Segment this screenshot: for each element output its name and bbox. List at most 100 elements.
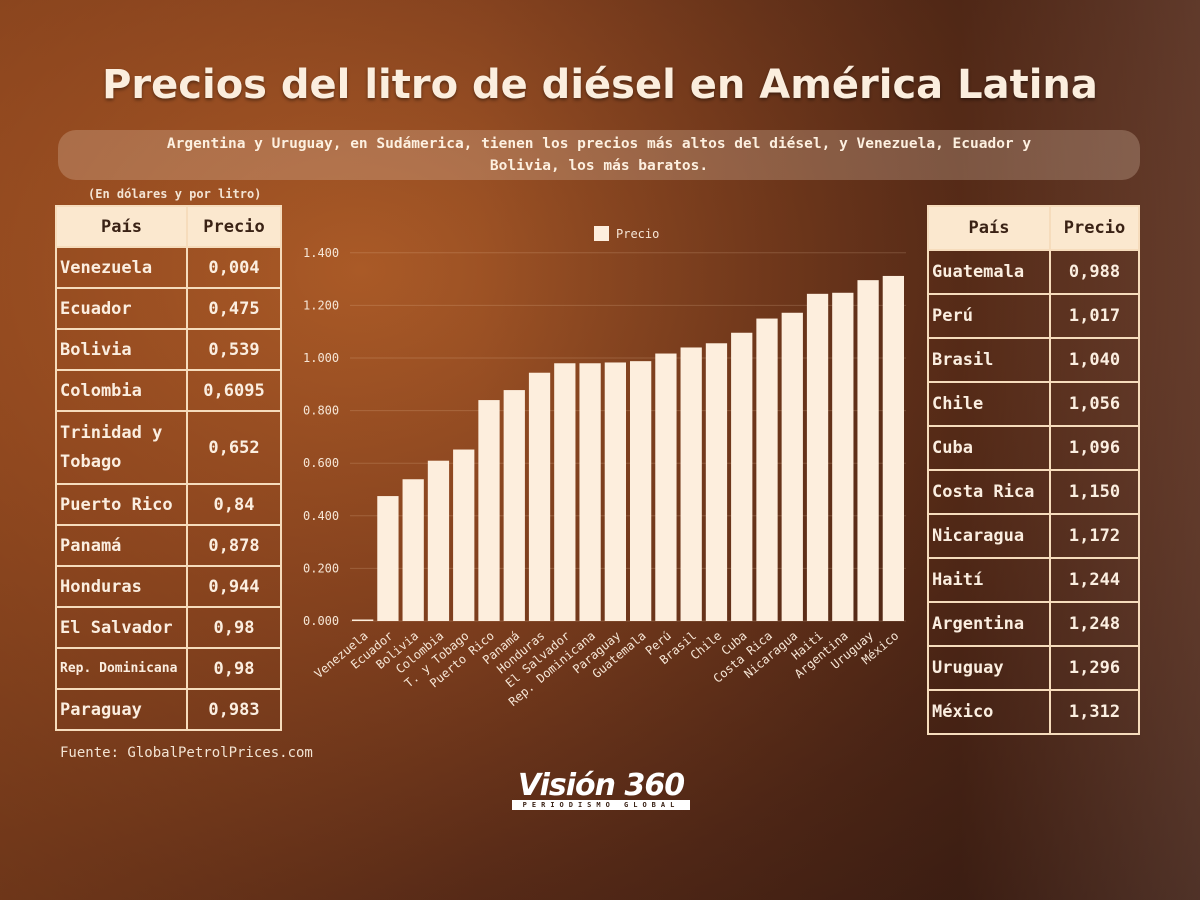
country-cell: Perú (927, 293, 1051, 339)
legend-swatch (594, 226, 609, 241)
table-row: Perú 1,017 (927, 293, 1140, 339)
price-cell: 0,6095 (186, 369, 282, 412)
price-cell: 1,017 (1049, 293, 1140, 339)
y-tick-label: 0.600 (303, 456, 339, 470)
table-row: Puerto Rico 0,84 (55, 483, 282, 526)
vision360-logo: Visión 360 PERIODISMO GLOBAL (512, 768, 690, 810)
table-row: Honduras 0,944 (55, 565, 282, 608)
header-price: Precio (186, 205, 282, 248)
bar (453, 449, 475, 621)
source-note: Fuente: GlobalPetrolPrices.com (60, 745, 313, 761)
country-cell: Rep. Dominicana (55, 647, 188, 690)
bar (882, 275, 904, 621)
bar (554, 363, 576, 621)
country-cell: Bolivia (55, 328, 188, 371)
price-cell: 0,988 (1049, 249, 1140, 295)
table-row: Rep. Dominicana 0,98 (55, 647, 282, 690)
table-row: Uruguay 1,296 (927, 645, 1140, 691)
table-row: Cuba 1,096 (927, 425, 1140, 471)
price-cell: 1,312 (1049, 689, 1140, 735)
y-tick-label: 0.000 (303, 614, 339, 628)
country-cell: Haití (927, 557, 1051, 603)
bar (377, 496, 399, 621)
country-cell: Trinidad y Tobago (55, 410, 188, 485)
table-row: Nicaragua 1,172 (927, 513, 1140, 559)
price-cell: 0,878 (186, 524, 282, 567)
price-cell: 1,096 (1049, 425, 1140, 471)
country-cell: El Salvador (55, 606, 188, 649)
country-cell: Panamá (55, 524, 188, 567)
price-cell: 1,056 (1049, 381, 1140, 427)
price-cell: 0,475 (186, 287, 282, 330)
country-cell: Puerto Rico (55, 483, 188, 526)
bar (352, 619, 374, 621)
bar (680, 347, 702, 621)
bar (806, 293, 829, 621)
y-tick-label: 0.800 (303, 404, 339, 418)
country-cell: Brasil (927, 337, 1051, 383)
table-row: México 1,312 (927, 689, 1140, 735)
bar (630, 361, 652, 621)
country-cell: Costa Rica (927, 469, 1051, 515)
unit-note: (En dólares y por litro) (88, 187, 262, 201)
table-row: Haití 1,244 (927, 557, 1140, 603)
country-cell: Colombia (55, 369, 188, 412)
bar (402, 479, 424, 621)
legend-label: Precio (616, 227, 659, 241)
price-cell: 1,296 (1049, 645, 1140, 691)
table-row: Panamá 0,878 (55, 524, 282, 567)
country-cell: Cuba (927, 425, 1051, 471)
bar (731, 332, 753, 621)
y-tick-label: 0.400 (303, 509, 339, 523)
table-row: Venezuela 0,004 (55, 246, 282, 289)
price-cell: 0,944 (186, 565, 282, 608)
price-cell: 1,172 (1049, 513, 1140, 559)
header-country: País (927, 205, 1051, 251)
bar (756, 318, 778, 621)
bar (528, 372, 551, 621)
y-tick-label: 1.200 (303, 298, 339, 312)
price-cell: 0,98 (186, 647, 282, 690)
table-row: Bolivia 0,539 (55, 328, 282, 371)
price-cell: 0,652 (186, 410, 282, 485)
price-cell: 1,040 (1049, 337, 1140, 383)
country-cell: Ecuador (55, 287, 188, 330)
left-price-table: País Precio Venezuela 0,004 Ecuador 0,475 Bol… (55, 205, 282, 731)
price-cell: 0,98 (186, 606, 282, 649)
price-cell: 0,983 (186, 688, 282, 731)
country-cell: Paraguay (55, 688, 188, 731)
table-row: Paraguay 0,983 (55, 688, 282, 731)
price-cell: 1,150 (1049, 469, 1140, 515)
bar (832, 292, 854, 621)
country-cell: Chile (927, 381, 1051, 427)
table-row: Argentina 1,248 (927, 601, 1140, 647)
subtitle-line: Bolivia, los más baratos. (489, 158, 709, 174)
table-row: Chile 1,056 (927, 381, 1140, 427)
right-price-table: País Precio Guatemala 0,988 Perú 1,017 Brasil… (927, 205, 1140, 735)
price-cell: 1,244 (1049, 557, 1140, 603)
country-cell: Uruguay (927, 645, 1051, 691)
subtitle-line: Argentina y Uruguay, en Sudámerica, tien… (166, 136, 1032, 152)
country-cell: Honduras (55, 565, 188, 608)
table-row: Ecuador 0,475 (55, 287, 282, 330)
bar (781, 312, 803, 621)
price-cell: 1,248 (1049, 601, 1140, 647)
table-row: Brasil 1,040 (927, 337, 1140, 383)
bar (503, 390, 525, 621)
country-cell: Argentina (927, 601, 1051, 647)
logo-name: Visión 360 (517, 768, 685, 803)
table-row: Guatemala 0,988 (927, 249, 1140, 295)
logo-tagline: PERIODISMO GLOBAL (512, 800, 690, 810)
table-row: Trinidad y Tobago 0,652 (55, 410, 282, 485)
country-cell: Nicaragua (927, 513, 1051, 559)
subtitle: Argentina y Uruguay, en Sudámerica, tien… (58, 130, 1140, 180)
page-title: Precios del litro de diésel en América L… (102, 62, 1098, 108)
bar (705, 343, 728, 621)
price-cell: 0,004 (186, 246, 282, 289)
country-cell: Guatemala (927, 249, 1051, 295)
bar (427, 460, 450, 621)
y-tick-label: 1.400 (303, 246, 339, 260)
country-cell: México (927, 689, 1051, 735)
price-cell: 0,84 (186, 483, 282, 526)
